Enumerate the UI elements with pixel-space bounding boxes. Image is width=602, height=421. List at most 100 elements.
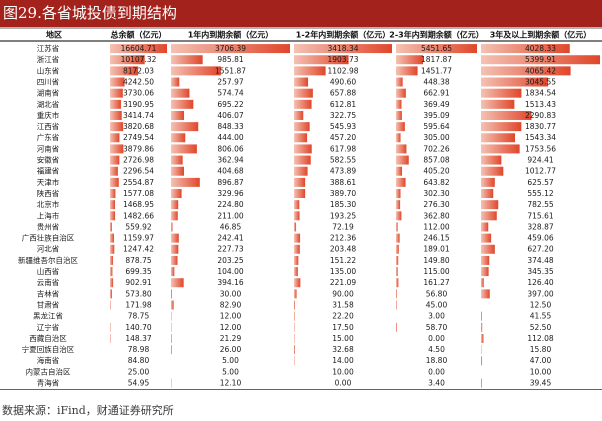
data-bar <box>481 289 490 299</box>
data-value: 14.00 <box>332 356 354 365</box>
region-label: 湖北省 <box>37 99 60 109</box>
data-value: 389.70 <box>330 189 356 198</box>
region-label: 浙江省 <box>37 54 60 64</box>
data-value: 12.00 <box>220 323 242 332</box>
data-bar <box>294 278 301 288</box>
data-bar <box>110 77 125 87</box>
data-bar <box>110 244 115 254</box>
data-value: 112.08 <box>527 334 553 343</box>
data-bar <box>481 177 495 187</box>
data-bar <box>294 244 300 254</box>
data-value: 3418.34 <box>327 44 358 53</box>
data-value: 1482.66 <box>123 211 154 220</box>
data-bar <box>171 345 172 355</box>
data-bar <box>294 189 306 199</box>
data-bar <box>396 222 398 232</box>
data-bar <box>481 267 489 277</box>
data-bar <box>396 77 403 87</box>
data-value: 224.80 <box>217 200 243 209</box>
data-value: 189.01 <box>423 245 449 254</box>
data-value: 806.06 <box>217 144 243 153</box>
data-value: 3414.74 <box>123 111 154 120</box>
data-value: 459.06 <box>527 234 553 243</box>
data-bar <box>294 110 304 120</box>
region-label: 宁夏回族自治区 <box>22 344 75 354</box>
data-value: 657.88 <box>330 89 356 98</box>
data-value: 848.33 <box>217 122 243 131</box>
region-label: 山西省 <box>37 266 60 276</box>
data-bar <box>481 356 483 366</box>
data-bar <box>110 267 113 277</box>
data-bar <box>110 177 119 187</box>
data-value: 574.74 <box>217 89 243 98</box>
data-bar <box>294 300 295 310</box>
data-value: 12.10 <box>220 379 242 388</box>
data-value: 1834.54 <box>525 89 556 98</box>
data-bar <box>171 211 178 221</box>
data-bar <box>294 255 299 265</box>
data-value: 15.80 <box>530 345 552 354</box>
data-value: 0.00 <box>428 334 445 343</box>
data-value: 394.16 <box>217 278 243 287</box>
data-value: 4065.42 <box>525 66 556 75</box>
figure-title: 图29.各省城投债到期结构 <box>0 0 602 27</box>
data-bar <box>294 233 301 243</box>
data-value: 161.27 <box>423 278 449 287</box>
maturity-table: 地区 总余额（亿元） 1年内到期余额（亿元） 1-2年内到期余额（亿元） 2-3年内到期… <box>0 27 602 391</box>
data-value: 612.81 <box>330 100 356 109</box>
data-bar <box>481 222 489 232</box>
data-bar <box>171 267 175 277</box>
data-bar <box>294 177 306 187</box>
data-bar <box>481 244 495 254</box>
data-bar <box>294 55 349 65</box>
data-value: 47.00 <box>530 356 552 365</box>
data-bar <box>171 155 183 165</box>
data-value: 699.35 <box>125 267 151 276</box>
data-bar <box>171 333 172 343</box>
data-bar <box>396 155 409 165</box>
data-value: 924.41 <box>527 156 553 165</box>
column-header-2: 1年内到期余额（亿元） <box>188 30 274 40</box>
data-value: 322.75 <box>330 111 356 120</box>
data-value: 221.09 <box>330 278 356 287</box>
data-value: 276.30 <box>423 200 449 209</box>
region-label: 贵州省 <box>37 221 60 231</box>
region-label: 云南省 <box>37 277 60 287</box>
data-value: 545.93 <box>330 122 356 131</box>
data-bar <box>171 233 179 243</box>
data-value: 0.00 <box>335 379 352 388</box>
data-value: 3879.86 <box>123 144 154 153</box>
data-value: 559.92 <box>125 222 151 231</box>
data-value: 203.48 <box>330 245 356 254</box>
data-value: 1577.08 <box>123 189 154 198</box>
bar-layer <box>110 44 600 388</box>
region-label: 上海市 <box>37 210 60 220</box>
data-value: 662.91 <box>423 89 449 98</box>
data-value: 5.00 <box>222 356 239 365</box>
data-value: 395.09 <box>423 111 449 120</box>
data-value: 227.73 <box>217 245 243 254</box>
data-value: 12.00 <box>220 312 242 321</box>
data-bar <box>481 99 515 109</box>
data-value: 643.82 <box>423 178 449 187</box>
data-bar <box>110 55 145 65</box>
data-bar <box>171 177 200 187</box>
data-bar <box>396 233 400 243</box>
region-label: 新疆维吾尔自治区 <box>18 255 78 265</box>
data-value: 52.50 <box>530 323 552 332</box>
region-label: 重庆市 <box>37 110 60 120</box>
region-label: 海南省 <box>37 355 60 365</box>
data-value: 388.61 <box>330 178 356 187</box>
table-header: 地区 总余额（亿元） 1年内到期余额（亿元） 1-2年内到期余额（亿元） 2-3年内到期… <box>0 27 602 391</box>
data-bar <box>110 255 114 265</box>
source-note: 数据来源：iFind，财通证券研究所 <box>2 404 174 417</box>
data-value: 573.80 <box>125 289 151 298</box>
data-value: 617.98 <box>330 144 356 153</box>
data-bar <box>481 233 492 243</box>
data-value: 246.15 <box>423 234 449 243</box>
data-value: 12.50 <box>530 300 552 309</box>
data-bar <box>396 278 399 288</box>
data-bar <box>171 44 290 54</box>
data-value: 82.90 <box>220 300 242 309</box>
data-value: 1012.77 <box>525 167 556 176</box>
